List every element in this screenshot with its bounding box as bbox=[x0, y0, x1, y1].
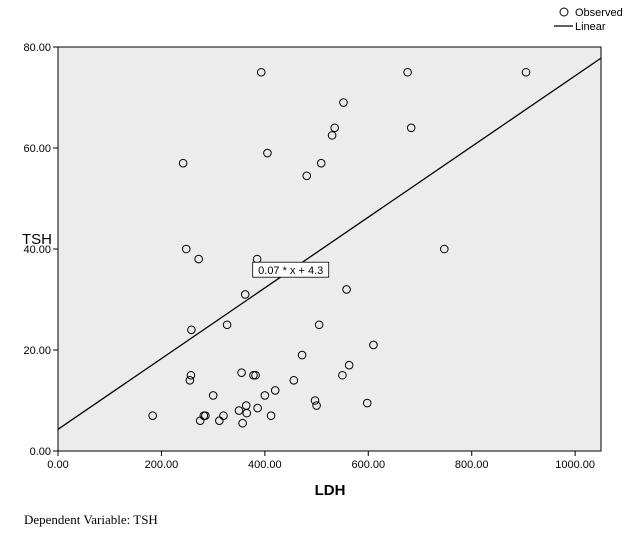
data-point bbox=[215, 416, 224, 426]
data-point bbox=[219, 411, 228, 420]
y-axis-title: TSH bbox=[22, 231, 52, 248]
data-point bbox=[521, 67, 531, 77]
data-point bbox=[256, 67, 266, 77]
data-point bbox=[201, 411, 210, 420]
data-point bbox=[222, 320, 232, 330]
y-tick-label: 60.00 bbox=[23, 143, 51, 155]
axis-ticks: 0.00 200.00 400.00 600.00 800.00 1000.00 0.00 2… bbox=[23, 42, 595, 471]
fit-line-group: 0.07 * x + 4.3 bbox=[57, 57, 602, 430]
data-point bbox=[249, 370, 258, 380]
y-tick-label: 40.00 bbox=[23, 244, 51, 256]
data-point bbox=[327, 131, 337, 140]
data-point bbox=[406, 123, 416, 133]
observed-points bbox=[148, 67, 531, 428]
data-point bbox=[178, 158, 188, 168]
x-tick-label: 0.00 bbox=[47, 459, 68, 471]
data-point bbox=[403, 67, 412, 77]
legend-observed-marker bbox=[559, 7, 569, 17]
legend-linear-label: Linear bbox=[575, 21, 606, 33]
data-point bbox=[237, 368, 246, 378]
data-point bbox=[362, 398, 372, 408]
data-point bbox=[314, 320, 324, 330]
data-point bbox=[369, 340, 378, 350]
data-point bbox=[181, 244, 191, 254]
data-point bbox=[260, 391, 270, 400]
x-tick-label: 600.00 bbox=[351, 459, 385, 471]
legend-observed-label: Observed bbox=[575, 7, 623, 19]
data-point bbox=[185, 376, 195, 385]
data-point bbox=[344, 360, 354, 370]
y-tick-label: 0.00 bbox=[30, 446, 51, 458]
data-point bbox=[238, 418, 247, 428]
fit-equation: 0.07 * x + 4.3 bbox=[252, 261, 330, 278]
data-point bbox=[242, 408, 252, 418]
data-point bbox=[297, 350, 307, 360]
data-point bbox=[270, 386, 280, 395]
data-point bbox=[339, 98, 348, 107]
x-tick-label: 400.00 bbox=[248, 459, 282, 471]
data-point bbox=[330, 123, 339, 133]
x-axis-title: LDH bbox=[315, 482, 346, 499]
data-point bbox=[263, 148, 272, 158]
data-point bbox=[302, 171, 312, 181]
x-tick-label: 200.00 bbox=[145, 459, 179, 471]
data-point bbox=[310, 396, 320, 405]
fit-equation-label: 0.07 * x + 4.3 bbox=[258, 265, 323, 277]
data-point bbox=[289, 376, 299, 385]
fit-equation-box bbox=[252, 261, 330, 278]
data-point bbox=[208, 391, 218, 400]
scatter-chart: 0.00 200.00 400.00 600.00 800.00 1000.00 0.00 2… bbox=[22, 7, 623, 499]
data-point bbox=[253, 403, 262, 413]
data-point bbox=[312, 401, 321, 410]
data-point bbox=[187, 325, 196, 335]
footnote: Dependent Variable: TSH bbox=[24, 512, 158, 527]
data-point bbox=[440, 244, 449, 254]
legend: Observed Linear bbox=[554, 7, 623, 33]
data-point bbox=[234, 406, 244, 415]
data-point bbox=[148, 411, 157, 420]
y-tick-label: 80.00 bbox=[23, 42, 51, 54]
data-point bbox=[266, 411, 276, 420]
plot-area bbox=[57, 46, 602, 452]
data-point bbox=[194, 254, 203, 264]
data-point bbox=[342, 285, 351, 294]
data-point bbox=[316, 158, 326, 168]
y-tick-label: 20.00 bbox=[23, 345, 51, 357]
x-tick-label: 1000.00 bbox=[555, 459, 595, 471]
data-point bbox=[338, 370, 347, 380]
data-point bbox=[186, 370, 196, 380]
fit-line bbox=[57, 57, 602, 430]
data-point bbox=[251, 370, 260, 380]
x-tick-label: 800.00 bbox=[455, 459, 489, 471]
data-point bbox=[240, 290, 250, 299]
